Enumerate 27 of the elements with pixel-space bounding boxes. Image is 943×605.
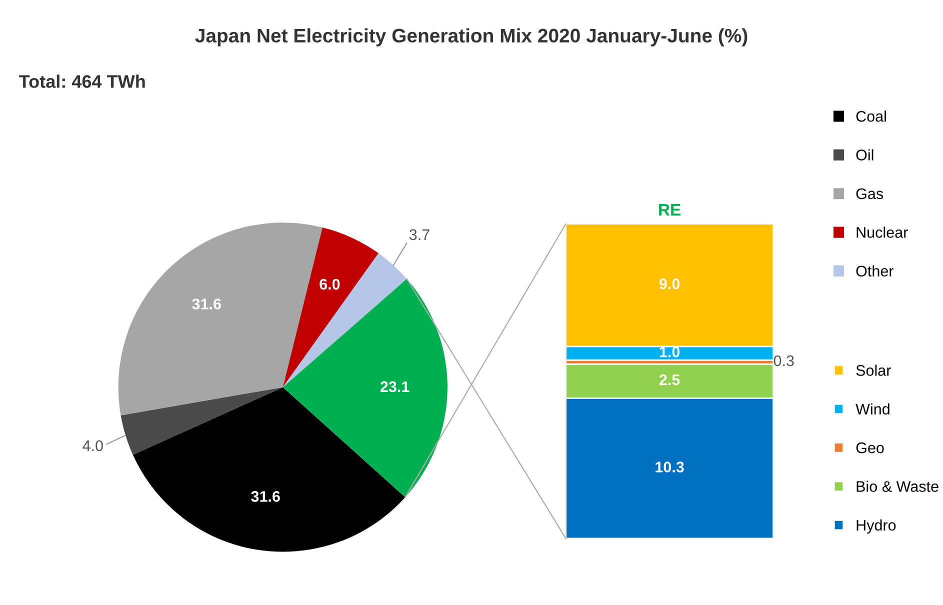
- legend-label: Hydro: [856, 519, 896, 534]
- legend-label: Other: [856, 265, 894, 277]
- chart-title: RE: [659, 204, 680, 216]
- data-label: 31.6: [192, 298, 221, 310]
- data-label: 3.7: [409, 229, 430, 240]
- chart-title: Japan Net Electricity Generation Mix 2020 January-June (%): [195, 28, 748, 46]
- data-label: 4.0: [82, 440, 103, 452]
- pie-slice: [282, 227, 379, 388]
- data-label: 9.0: [659, 278, 680, 290]
- legend-label: Gas: [856, 188, 884, 200]
- legend-label: Coal: [856, 110, 886, 122]
- data-label: 6.0: [320, 278, 340, 290]
- pie-slice: [120, 387, 283, 455]
- data-label: 1.0: [660, 346, 680, 358]
- data-label: 23.1: [380, 381, 410, 392]
- text: Total: 464 TWh: [19, 74, 145, 88]
- legend-label: Geo: [856, 442, 884, 454]
- legend-label: Solar: [856, 364, 891, 376]
- data-label: 2.5: [659, 374, 680, 386]
- pie-slice: [282, 278, 448, 498]
- legend-label: Nuclear: [856, 226, 908, 238]
- data-label: 31.6: [251, 491, 280, 502]
- legend-label: Wind: [856, 403, 890, 415]
- legend-label: Bio & Waste: [856, 480, 938, 492]
- data-label: 10.3: [656, 462, 684, 472]
- legend-label: Oil: [856, 149, 874, 160]
- data-label: 0.3: [774, 355, 794, 366]
